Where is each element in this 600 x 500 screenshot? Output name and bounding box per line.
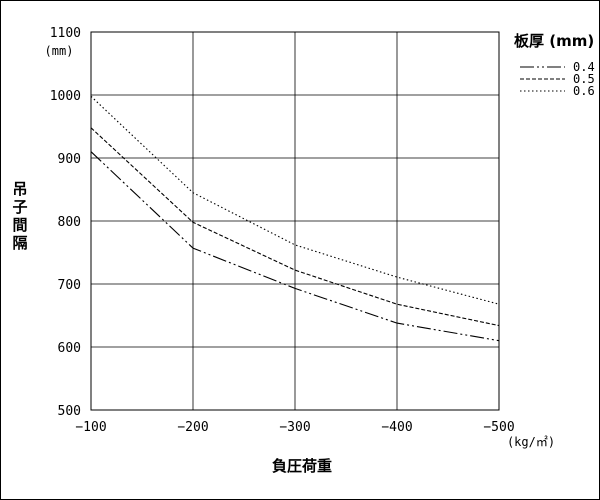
series-line-0-4 xyxy=(90,151,500,342)
y-tick-label: 600 xyxy=(58,341,81,356)
y-axis-label-char: 間 xyxy=(12,216,27,234)
y-tick-label: 500 xyxy=(58,404,81,419)
legend-entry-label: 0.5 xyxy=(573,72,595,86)
y-tick-label: 700 xyxy=(58,278,81,293)
x-unit: (kg/㎡) xyxy=(507,435,555,449)
series-line-0-6 xyxy=(90,95,500,305)
legend-entry-label: 0.6 xyxy=(573,84,595,98)
legend-entry-label: 0.4 xyxy=(573,60,595,74)
y-tick-label: 1000 xyxy=(50,89,81,104)
y-tick-label: 900 xyxy=(58,152,81,167)
legend-title: 板厚 (mm) xyxy=(514,32,594,50)
y-axis-label-char: 吊 xyxy=(12,180,27,198)
x-axis-label: 負圧荷重 xyxy=(272,457,332,475)
plot-border xyxy=(90,31,500,411)
legend: 板厚 (mm) 0.40.50.6 xyxy=(514,32,595,98)
y-axis-label-char: 子 xyxy=(12,198,27,216)
x-tick-label: −500 xyxy=(483,420,514,435)
x-tick-label: −100 xyxy=(75,420,106,435)
x-tick-label: −200 xyxy=(177,420,208,435)
y-unit: (mm) xyxy=(45,44,74,58)
x-tick-label: −400 xyxy=(381,420,412,435)
x-tick-label: −300 xyxy=(279,420,310,435)
y-tick-label: 1100 xyxy=(50,26,81,41)
y-axis-label-char: 隔 xyxy=(12,234,27,252)
y-tick-label: 800 xyxy=(58,215,81,230)
series-line-0-5 xyxy=(90,127,500,327)
